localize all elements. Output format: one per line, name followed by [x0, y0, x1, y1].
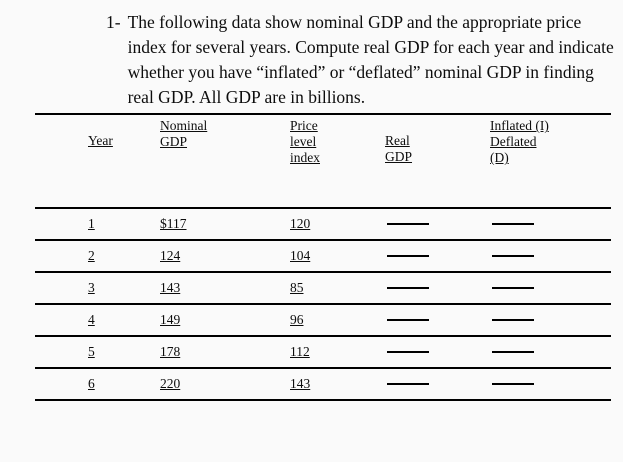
- header-price-level-index: Price level index: [290, 118, 385, 166]
- price-index-value: 112: [290, 344, 310, 360]
- header-price-line3: index: [290, 150, 320, 166]
- header-real-gdp-line1: Real: [385, 133, 410, 149]
- inflated-deflated-blank-line: [492, 287, 534, 290]
- nominal-gdp-value: 124: [160, 248, 181, 264]
- year-value: 6: [88, 376, 95, 392]
- header-nominal-gdp-line1: Nominal: [160, 118, 208, 134]
- real-gdp-blank-line: [387, 383, 429, 386]
- table-row: 5 178 112: [35, 335, 611, 367]
- nominal-gdp-value: 143: [160, 280, 181, 296]
- header-body-gap: [35, 175, 611, 207]
- inflated-deflated-blank-line: [492, 383, 534, 386]
- header-inflated-deflated: Inflated (I) Deflated (D): [490, 118, 623, 166]
- price-index-value: 120: [290, 216, 311, 232]
- inflated-deflated-blank-line: [492, 223, 534, 226]
- header-real-gdp: Real GDP: [385, 118, 490, 165]
- real-gdp-blank-line: [387, 255, 429, 258]
- price-index-value: 96: [290, 312, 304, 328]
- inflated-deflated-blank-line: [492, 351, 534, 354]
- header-inflated-line1: Inflated (I): [490, 118, 549, 134]
- year-value: 1: [88, 216, 95, 232]
- header-nominal-gdp: Nominal GDP: [160, 118, 290, 150]
- header-inflated-line2: Deflated: [490, 134, 537, 150]
- table-bottom-rule: [35, 399, 611, 402]
- header-nominal-gdp-line2: GDP: [160, 134, 188, 150]
- table-row: 3 143 85: [35, 271, 611, 303]
- header-price-line2: level: [290, 134, 317, 150]
- question-text: The following data show nominal GDP and …: [127, 12, 614, 107]
- header-price-line1: Price: [290, 118, 318, 134]
- inflated-deflated-blank-line: [492, 319, 534, 322]
- price-index-value: 85: [290, 280, 304, 296]
- nominal-gdp-value: 178: [160, 344, 181, 360]
- header-inflated-line3: (D): [490, 150, 509, 166]
- inflated-deflated-blank-line: [492, 255, 534, 258]
- nominal-gdp-value: $117: [160, 216, 187, 232]
- header-real-gdp-line2: GDP: [385, 149, 413, 165]
- real-gdp-blank-line: [387, 319, 429, 322]
- year-value: 5: [88, 344, 95, 360]
- year-value: 2: [88, 248, 95, 264]
- header-year: Year: [88, 118, 160, 149]
- table-row: 2 124 104: [35, 239, 611, 271]
- question-number: 1-: [106, 12, 121, 32]
- gdp-table: Year Nominal GDP Price level index Real …: [35, 113, 611, 402]
- table-header-row: Year Nominal GDP Price level index Real …: [35, 113, 611, 175]
- table-row: 4 149 96: [35, 303, 611, 335]
- price-index-value: 104: [290, 248, 311, 264]
- nominal-gdp-value: 220: [160, 376, 181, 392]
- year-value: 3: [88, 280, 95, 296]
- table-row: 1 $117 120: [35, 207, 611, 239]
- real-gdp-blank-line: [387, 223, 429, 226]
- real-gdp-blank-line: [387, 287, 429, 290]
- nominal-gdp-value: 149: [160, 312, 181, 328]
- year-value: 4: [88, 312, 95, 328]
- price-index-value: 143: [290, 376, 311, 392]
- header-year-label: Year: [88, 133, 113, 149]
- table-row: 6 220 143: [35, 367, 611, 399]
- real-gdp-blank-line: [387, 351, 429, 354]
- question-paragraph: 1- The following data show nominal GDP a…: [106, 10, 618, 109]
